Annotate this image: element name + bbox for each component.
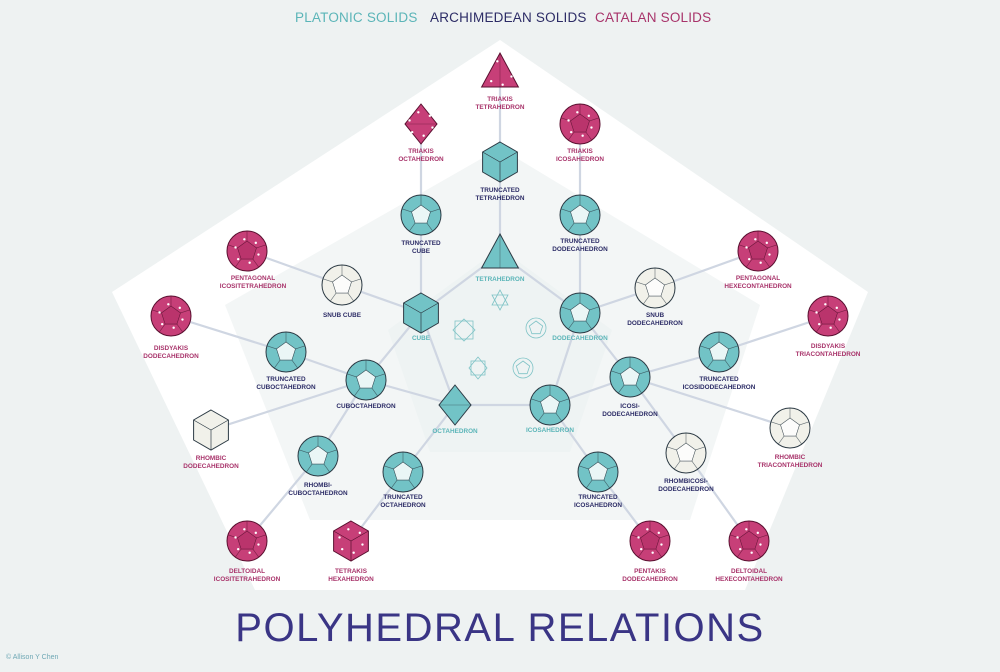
legend-catalan: CATALAN SOLIDS <box>595 10 712 25</box>
truncated-cuboctahedron-icon <box>265 331 307 373</box>
rhombic-triacontahedron-icon <box>769 407 811 449</box>
credit-text: © Allison Y Chen <box>6 654 59 661</box>
legend-platonic: PLATONIC SOLIDS <box>295 10 418 25</box>
page-title: POLYHEDRAL RELATIONS <box>235 606 765 650</box>
label-truncated-cube: TRUNCATED CUBE <box>401 240 441 255</box>
label-truncated-dodecahedron: TRUNCATED DODECAHEDRON <box>552 238 608 253</box>
snub-cube-icon <box>321 264 363 306</box>
label-deltoidal-icositetrahedron: DELTOIDAL ICOSITETRAHEDRON <box>213 568 281 583</box>
edge-rh12-co <box>210 378 367 432</box>
deltoidal-hexecontahedron-icon <box>728 520 770 562</box>
truncated-icosidodecahedron-icon <box>698 331 740 373</box>
triakis-octahedron-icon <box>404 103 438 145</box>
dodecahedron-icon <box>559 292 601 334</box>
cuboctahedron-icon <box>345 359 387 401</box>
rhombicosidodecahedron-icon <box>665 432 707 474</box>
truncated-octahedron-icon <box>382 451 424 493</box>
edge-rh30-id <box>629 375 791 430</box>
label-cube: CUBE <box>411 335 431 342</box>
label-pentagonal-icositetrahedron: PENTAGONAL ICOSITETRAHEDRON <box>219 275 287 290</box>
compound-5-icon <box>512 357 534 379</box>
icosidodecahedron-icon <box>609 356 651 398</box>
compound-2-icon <box>452 318 476 342</box>
triakis-tetrahedron-icon <box>480 51 520 88</box>
cube-icon <box>403 292 439 334</box>
label-truncated-icosahedron: TRUNCATED ICOSAHEDRON <box>574 494 622 509</box>
label-snub-cube: SNUB CUBE <box>323 312 361 319</box>
disdyakis-triacontahedron-icon <box>807 295 849 337</box>
truncated-tetrahedron-icon <box>482 141 518 183</box>
platonic-compounds <box>452 289 547 380</box>
legend-archimedean: ARCHIMEDEAN SOLIDS <box>430 10 587 25</box>
truncated-dodecahedron-icon <box>559 194 601 236</box>
tetrakis-hexahedron-icon <box>333 520 369 562</box>
label-octahedron: OCTAHEDRON <box>432 428 478 435</box>
rhombic-dodecahedron-icon <box>193 409 229 451</box>
compound-4-icon <box>468 356 488 380</box>
truncated-cube-icon <box>400 194 442 236</box>
rhombicuboctahedron-icon <box>297 435 339 477</box>
label-truncated-tetrahedron: TRUNCATED TETRAHEDRON <box>475 187 525 202</box>
label-triakis-octahedron: TRIAKIS OCTAHEDRON <box>398 148 444 163</box>
icosahedron-icon <box>529 384 571 426</box>
label-truncated-cuboctahedron: TRUNCATED CUBOCTAHEDRON <box>256 376 316 391</box>
pentagonal-hexecontahedron-icon <box>737 230 779 272</box>
label-truncated-icosidodecahedron: TRUNCATED ICOSIDODECAHEDRON <box>682 376 756 391</box>
label-rhombicuboctahedron: RHOMBI- CUBOCTAHEDRON <box>288 482 348 497</box>
octahedron-icon <box>438 384 472 426</box>
label-rhombic-triacontahedron: RHOMBIC TRIACONTAHEDRON <box>757 454 823 469</box>
disdyakis-dodecahedron-icon <box>150 295 192 337</box>
label-disdyakis-triacontahedron: DISDYAKIS TRIACONTAHEDRON <box>795 343 861 358</box>
label-snub-dodecahedron: SNUB DODECAHEDRON <box>627 312 683 327</box>
label-rhombicosidodecahedron: RHOMBICOSI- DODECAHEDRON <box>658 478 714 493</box>
pentakis-dodecahedron-icon <box>629 520 671 562</box>
triakis-icosahedron-icon <box>559 103 601 145</box>
label-triakis-icosahedron: TRIAKIS ICOSAHEDRON <box>556 148 604 163</box>
label-cuboctahedron: CUBOCTAHEDRON <box>336 403 396 410</box>
label-triakis-tetrahedron: TRIAKIS TETRAHEDRON <box>475 96 525 111</box>
label-pentagonal-hexecontahedron: PENTAGONAL HEXECONTAHEDRON <box>724 275 792 290</box>
compound-1-icon <box>491 289 509 311</box>
deltoidal-icositetrahedron-icon <box>226 520 268 562</box>
snub-dodecahedron-icon <box>634 267 676 309</box>
label-icosahedron: ICOSAHEDRON <box>526 427 574 434</box>
label-dodecahedron: DODECAHEDRON <box>552 335 608 342</box>
label-truncated-octahedron: TRUNCATED OCTAHEDRON <box>380 494 426 509</box>
label-deltoidal-hexecontahedron: DELTOIDAL HEXECONTAHEDRON <box>715 568 783 583</box>
label-rhombic-dodecahedron: RHOMBIC DODECAHEDRON <box>183 455 239 470</box>
label-tetrakis-hexahedron: TETRAKIS HEXAHEDRON <box>328 568 374 583</box>
label-disdyakis-dodecahedron: DISDYAKIS DODECAHEDRON <box>143 345 199 360</box>
truncated-icosahedron-icon <box>577 451 619 493</box>
tetrahedron-icon <box>480 232 520 269</box>
label-icosidodecahedron: ICOSI- DODECAHEDRON <box>602 403 658 418</box>
pentagonal-icositetrahedron-icon <box>226 230 268 272</box>
label-tetrahedron: TETRAHEDRON <box>475 276 525 283</box>
label-pentakis-dodecahedron: PENTAKIS DODECAHEDRON <box>622 568 678 583</box>
polyhedra-nodes <box>150 51 849 562</box>
compound-3-icon <box>525 317 547 339</box>
